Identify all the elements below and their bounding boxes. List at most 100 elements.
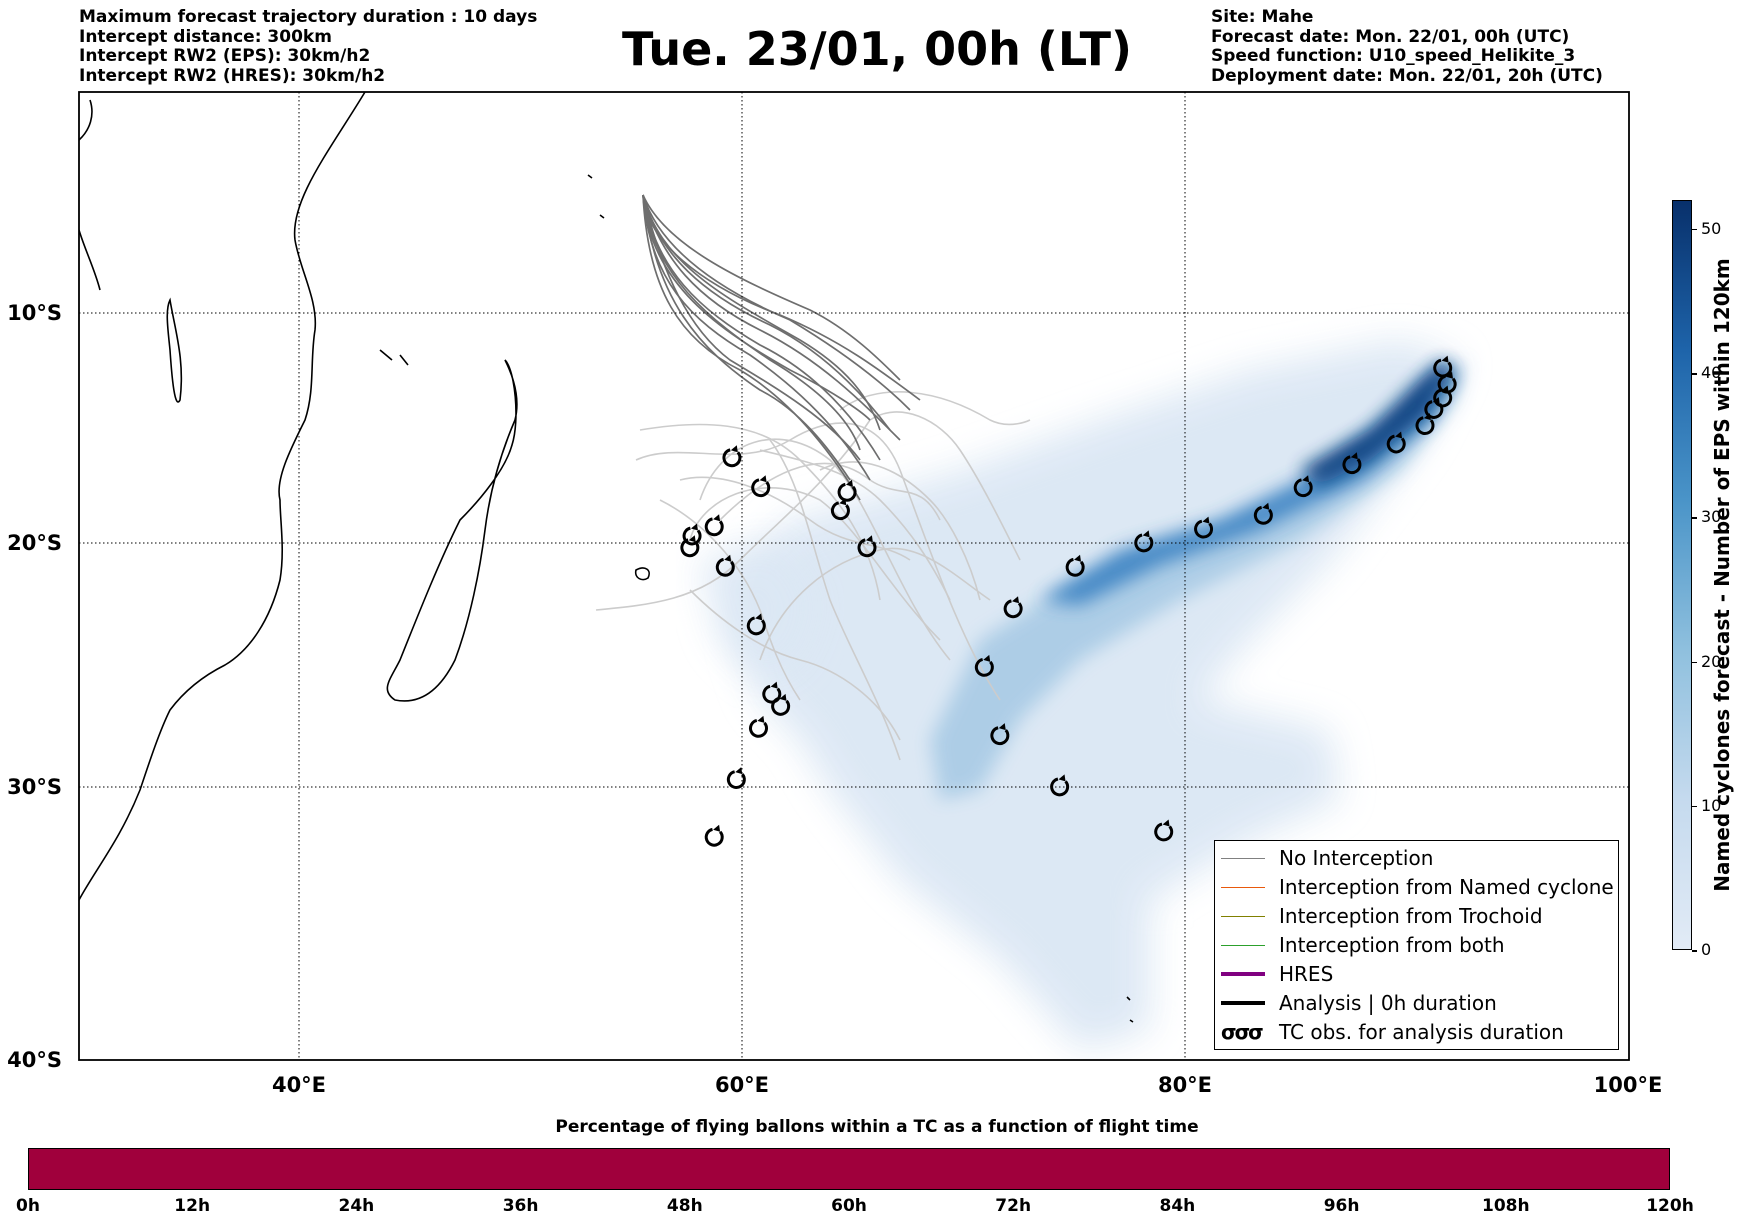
page-title: Tue. 23/01, 00h (LT) [622, 22, 1132, 76]
lon-label-100: 100°E [1594, 1073, 1663, 1097]
bottom-bar-tick-label: 60h [831, 1196, 867, 1216]
bottom-bar-tick-label: 84h [1159, 1196, 1196, 1216]
legend-swatch [1221, 915, 1265, 917]
colorbar-tick-mark [1692, 517, 1697, 519]
tc-symbol-icon: σσσ [1221, 1020, 1264, 1044]
tc-obs-marker [680, 535, 700, 558]
madagascar-coast [386, 359, 518, 702]
tc-obs-marker [1134, 530, 1154, 553]
colorbar-tick-label: 10 [1701, 795, 1722, 815]
comoros [379, 349, 409, 366]
colorbar-tick-mark [1692, 661, 1697, 664]
tc-obs-marker [682, 523, 702, 546]
tc-obs-marker [830, 498, 850, 521]
colorbar-tick-mark [1692, 950, 1697, 952]
bottom-bar-tick-label: 120h [1646, 1196, 1694, 1216]
legend-label: No Interception [1279, 846, 1434, 870]
reunion-dot [1126, 996, 1134, 1023]
colorbar-tick-mark [1692, 373, 1697, 375]
intercept-distance-text: Intercept distance: 300km [79, 26, 332, 47]
legend-swatch [1221, 972, 1265, 976]
tc-obs-marker [704, 514, 724, 537]
colorbar-tick-label: 30 [1701, 507, 1722, 527]
tc-obs-marker [771, 693, 791, 716]
tc-obs-marker [746, 613, 766, 636]
tc-obs-marker [1342, 452, 1362, 475]
deployment-date-text: Deployment date: Mon. 22/01, 20h (UTC) [1211, 65, 1603, 86]
tc-obs-marker [857, 535, 877, 558]
lat-label-10: 10°S [7, 301, 62, 325]
tc-observations [680, 355, 1457, 847]
colorbar-label: Named cyclones forecast - Number of EPS … [1710, 258, 1734, 892]
tc-obs-marker [715, 554, 735, 577]
lake-malawi [166, 297, 183, 403]
colorbar [1672, 200, 1692, 950]
tc-obs-marker [1386, 431, 1406, 454]
colorbar-tick-mark [1692, 228, 1697, 231]
density-core [1040, 365, 1455, 605]
tc-obs-marker [1293, 475, 1313, 498]
colorbar-tick-label: 0 [1701, 940, 1712, 959]
legend-label: Interception from both [1279, 933, 1505, 957]
lon-label-80: 80°E [1158, 1073, 1212, 1097]
header-left: Maximum forecast trajectory duration : 1… [79, 7, 538, 86]
legend-item-analysis: Analysis | 0h duration [1215, 991, 1497, 1015]
bottom-bar-tick-label: 108h [1482, 1196, 1530, 1216]
bottom-bar-tick-label: 96h [1323, 1196, 1360, 1216]
africa-coast [79, 92, 366, 901]
mauritius [634, 567, 650, 581]
density-peak [1300, 360, 1452, 485]
speed-function-text: Speed function: U10_speed_Helikite_3 [1211, 46, 1576, 66]
bottom-bar-tick-label: 12h [174, 1196, 211, 1216]
colorbar-tick-label: 20 [1701, 651, 1722, 671]
tc-obs-marker [1003, 596, 1023, 619]
duration-text: Maximum forecast trajectory duration : 1… [79, 7, 538, 27]
legend-swatch [1221, 857, 1265, 859]
lat-label-20: 20°S [7, 531, 62, 555]
tc-obs-marker [1437, 371, 1457, 394]
legend-swatch [1221, 886, 1265, 888]
forecast-date-text: Forecast date: Mon. 22/01, 00h (UTC) [1211, 26, 1570, 47]
legend-label: Interception from Trochoid [1279, 904, 1543, 928]
seychelles [587, 174, 605, 219]
lon-label-60: 60°E [715, 1073, 769, 1097]
site-text: Site: Mahe [1211, 7, 1314, 27]
colorbar-tick-mark [1692, 805, 1697, 808]
tc-obs-marker [751, 475, 771, 498]
rw2-eps-text: Intercept RW2 (EPS): 30km/h2 [79, 46, 371, 66]
tc-obs-marker [704, 824, 724, 847]
legend-item-named-cyclone: Interception from Named cyclone [1215, 875, 1614, 899]
eps-tracks [642, 194, 921, 501]
legend-item-no-interception: No Interception [1215, 846, 1434, 870]
rw2-hres-text: Intercept RW2 (HRES): 30km/h2 [79, 65, 386, 86]
tc-obs-marker [762, 681, 782, 704]
tc-obs-marker [990, 723, 1010, 746]
lat-label-30: 30°S [7, 775, 62, 799]
legend-swatch [1221, 944, 1265, 946]
tc-obs-marker [722, 445, 742, 468]
bottom-bar-tick-label: 72h [995, 1196, 1032, 1216]
legend-label: HRES [1279, 962, 1334, 986]
colorbar-tick-label: 50 [1701, 218, 1722, 238]
legend-item-both: Interception from both [1215, 933, 1505, 957]
bottom-bar-tick-label: 0h [16, 1196, 40, 1216]
lat-label-40: 40°S [7, 1048, 62, 1072]
legend-label: Interception from Named cyclone [1279, 875, 1614, 899]
legend-item-hres: HRES [1215, 962, 1334, 986]
lon-label-40: 40°E [272, 1073, 326, 1097]
tc-obs-marker [1154, 819, 1174, 842]
bottom-bar-title: Percentage of flying ballons within a TC… [555, 1117, 1199, 1137]
tc-obs-marker [1194, 516, 1214, 539]
lake-tanganyika [79, 229, 101, 291]
tc-obs-marker [1065, 554, 1085, 577]
legend-swatch [1221, 1001, 1265, 1005]
map-frame [78, 91, 1630, 1061]
africa-coast-north [79, 99, 93, 141]
bottom-bar-tick-label: 48h [666, 1196, 703, 1216]
density-mid [930, 360, 1465, 800]
bottom-bar-tick-label: 24h [338, 1196, 375, 1216]
tc-obs-marker [726, 767, 746, 789]
grid [79, 92, 1629, 1060]
header-right: Site: Mahe Forecast date: Mon. 22/01, 00… [1211, 7, 1603, 86]
